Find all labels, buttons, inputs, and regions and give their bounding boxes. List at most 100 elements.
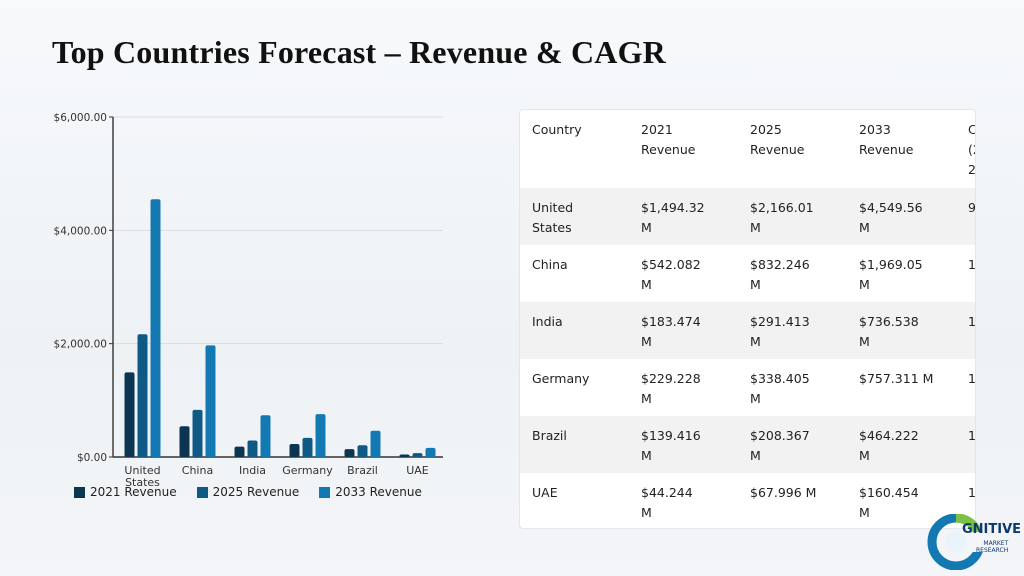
bar-2033-brazil: [370, 430, 381, 457]
bar-2025-china: [192, 409, 203, 457]
company-logo: GNITIVE MARKET RESEARCH: [926, 514, 1021, 570]
table-cell: $757.311 M: [847, 359, 956, 416]
cell-text-line: $832.246: [750, 257, 810, 272]
table-cell: $229.228 M: [629, 359, 738, 416]
cell-text-line: 10.532%: [968, 428, 976, 443]
table-cell: $736.538 M: [847, 302, 956, 359]
x-tick-label: China: [182, 464, 213, 477]
logo-mark-icon: [927, 514, 986, 570]
cell-text-line: $2,166.01: [750, 200, 814, 215]
x-tick-label-line: China: [182, 464, 213, 477]
table-cell: Brazil: [520, 416, 629, 473]
cell-text-line: $338.405: [750, 371, 810, 386]
table-cell: $464.222 M: [847, 416, 956, 473]
table-cell: $44.244 M: [629, 473, 738, 528]
cell-text-line: M: [641, 391, 652, 406]
bar-2033-uae: [425, 447, 436, 457]
y-tick-label: $6,000.00: [54, 112, 107, 124]
bar-2033-india: [260, 415, 271, 457]
table-header-cell: 2033 Revenue: [847, 110, 956, 188]
cell-text-line: $44.244: [641, 485, 693, 500]
cell-text-line: M: [859, 220, 870, 235]
bar-2033-china: [205, 345, 216, 457]
bar-2025-united-states: [137, 334, 148, 457]
table-cell: $832.246 M: [738, 245, 847, 302]
cell-text-line: $1,494.32: [641, 200, 705, 215]
page-title: Top Countries Forecast – Revenue & CAGR: [52, 34, 666, 70]
header-text-line: 2021: [641, 122, 673, 137]
cell-text-line: M: [641, 277, 652, 292]
table-cell: $183.474 M: [629, 302, 738, 359]
table-row: India $183.474 M $291.413 M $736.538 M 12.289%: [520, 302, 975, 359]
cell-text-line: 10.594%: [968, 371, 976, 386]
x-tick-label: India: [239, 464, 266, 477]
cell-text-line: $4,549.56: [859, 200, 923, 215]
legend-label-2021: 2021 Revenue: [90, 485, 177, 499]
bar-2021-brazil: [344, 449, 355, 457]
cell-text-line: $208.367: [750, 428, 810, 443]
table-cell: UAE: [520, 473, 629, 528]
table-header-cell: 2021 Revenue: [629, 110, 738, 188]
x-tick-label-line: India: [239, 464, 266, 477]
header-text-line: 2033: [859, 122, 891, 137]
bar-2021-germany: [289, 444, 300, 457]
y-tick-label: $0.00: [77, 452, 107, 464]
x-tick-label-line: UAE: [406, 464, 429, 477]
table-cell: Germany: [520, 359, 629, 416]
legend-swatch-2025: [196, 486, 208, 498]
cell-text-line: 11.329%: [968, 485, 976, 500]
table-cell: $542.082 M: [629, 245, 738, 302]
y-tick-label: $2,000.00: [54, 339, 107, 351]
header-text-line: Country: [532, 122, 582, 137]
table-cell: $139.416 M: [629, 416, 738, 473]
bar-2021-china: [179, 426, 190, 457]
cell-text-line: India: [532, 314, 563, 329]
cell-text-line: $542.082: [641, 257, 701, 272]
legend-swatch-2033: [319, 486, 331, 498]
forecast-table: Country 2021 Revenue 2025 Revenue 2033 Revenue…: [520, 110, 976, 528]
legend-item-2033: 2033 Revenue: [319, 485, 422, 499]
cell-text-line: $160.454: [859, 485, 919, 500]
table-header-row: Country 2021 Revenue 2025 Revenue 2033 Revenue…: [520, 110, 976, 188]
cell-text-line: 9.721%: [968, 200, 976, 215]
table-row: UAE $44.244 M $67.996 M $160.454 M 11.329%: [520, 473, 976, 528]
table-cell: 11.329%: [956, 473, 976, 528]
bar-chart: $0.00 $2,000.00 $4,000.00 $6,000.00 United St…: [40, 100, 460, 510]
bar-2025-india: [247, 440, 258, 457]
table-header-cell: 2025 Revenue: [738, 110, 847, 188]
cell-text-line: $1,969.05: [859, 257, 923, 272]
cell-text-line: M: [859, 448, 870, 463]
table-cell: India: [520, 302, 629, 359]
chart-legend: 2021 Revenue 2025 Revenue 2033 Revenue: [74, 485, 422, 499]
cell-text-line: M: [641, 448, 652, 463]
table-row: China $542.082 M $832.246 M $1,969.05 M 11.366%: [520, 245, 975, 302]
logo-subtitle: MARKET RESEARCH: [976, 540, 1008, 554]
cell-text-line: $183.474: [641, 314, 701, 329]
legend-item-2025: 2025 Revenue: [196, 485, 299, 499]
cell-text-line: $139.416: [641, 428, 701, 443]
legend-label-2033: 2033 Revenue: [335, 485, 422, 499]
cell-text-line: States: [532, 220, 572, 235]
cell-text-line: $229.228: [641, 371, 701, 386]
cell-text-line: M: [641, 334, 652, 349]
cell-text-line: Brazil: [532, 428, 567, 443]
x-tick-label: Germany: [282, 464, 333, 477]
cell-text-line: M: [750, 448, 761, 463]
x-tick-label: Brazil: [347, 464, 378, 477]
cell-text-line: China: [532, 257, 568, 272]
table-cell: $208.367 M: [738, 416, 847, 473]
cell-text-line: $291.413: [750, 314, 810, 329]
table-cell: 9.721%: [956, 188, 976, 245]
cell-text-line: $67.996 M: [750, 485, 817, 500]
x-tick-label: United States: [124, 464, 160, 489]
cell-text-line: $464.222: [859, 428, 919, 443]
table-cell: 11.366%: [956, 245, 975, 302]
cell-text-line: Germany: [532, 371, 590, 386]
x-tick-label-line: States: [125, 476, 160, 489]
cell-text-line: United: [532, 200, 574, 215]
bar-2033-germany: [315, 414, 326, 457]
header-text-line: 2033): [968, 162, 976, 177]
table-cell: $2,166.01 M: [738, 188, 847, 245]
legend-swatch-2021: [74, 486, 85, 498]
table-cell: $338.405 M: [738, 359, 847, 416]
